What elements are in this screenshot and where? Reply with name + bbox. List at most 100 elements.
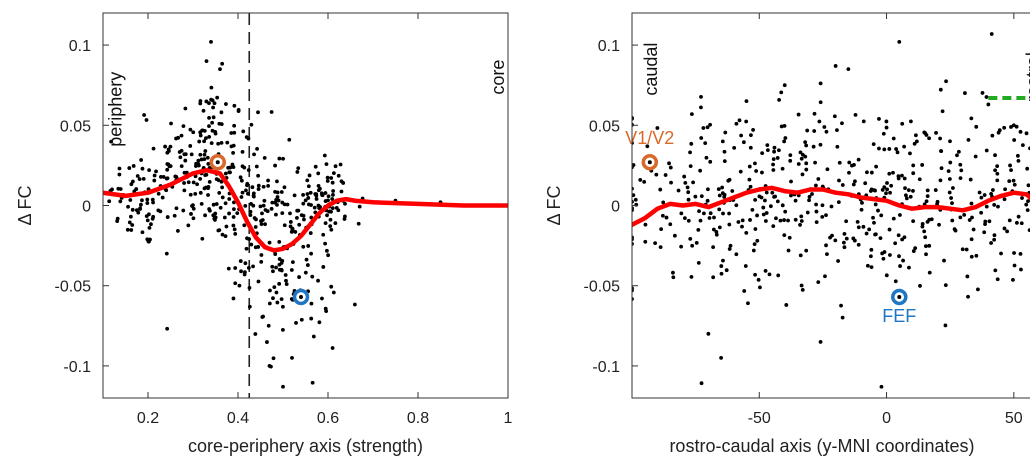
scatter-point <box>711 245 716 249</box>
scatter-point <box>325 175 330 180</box>
scatter-point <box>223 171 228 176</box>
scatter-point <box>216 178 221 182</box>
scatter-point <box>721 258 725 263</box>
scatter-point <box>782 83 787 88</box>
scatter-point <box>992 237 997 242</box>
scatter-point <box>690 243 695 248</box>
scatter-point <box>907 265 911 270</box>
scatter-point <box>209 97 214 102</box>
scatter-point <box>717 193 722 198</box>
scatter-point <box>748 145 753 150</box>
scatter-point <box>878 236 883 241</box>
scatter-point <box>329 176 334 180</box>
scatter-point <box>727 247 732 251</box>
scatter-point <box>290 355 294 360</box>
scatter-point <box>672 233 677 238</box>
scatter-point <box>653 241 658 246</box>
scatter-point <box>995 171 1000 176</box>
scatter-point <box>207 124 211 129</box>
scatter-point <box>129 182 134 187</box>
scatter-point <box>976 287 980 292</box>
scatter-point <box>682 174 687 179</box>
scatter-point <box>246 265 251 270</box>
scatter-point <box>316 203 321 208</box>
scatter-point <box>722 149 727 154</box>
scatter-point <box>206 193 210 197</box>
scatter-point <box>1002 226 1007 231</box>
scatter-point <box>182 181 186 185</box>
scatter-point <box>205 155 210 160</box>
scatter-point <box>206 185 211 189</box>
scatter-point <box>239 195 244 199</box>
scatter-point <box>137 177 142 182</box>
scatter-point <box>333 164 338 169</box>
scatter-point <box>1012 263 1017 268</box>
scatter-point <box>188 192 193 197</box>
scatter-point <box>326 194 331 199</box>
scatter-point <box>758 285 762 290</box>
highlight-v1-v2-center <box>647 160 652 165</box>
scatter-point <box>225 140 230 145</box>
scatter-point <box>323 241 327 246</box>
scatter-point <box>220 61 225 66</box>
scatter-point <box>825 167 830 172</box>
scatter-point <box>888 190 892 195</box>
scatter-point <box>1025 166 1030 171</box>
scatter-point <box>913 246 918 250</box>
scatter-point <box>156 208 161 213</box>
scatter-point <box>749 133 753 138</box>
scatter-point <box>231 296 236 301</box>
scatter-point <box>288 220 293 224</box>
scatter-point <box>775 199 780 204</box>
scatter-point <box>248 209 253 214</box>
scatter-point <box>126 204 130 209</box>
scatter-point <box>204 172 209 177</box>
scatter-point <box>701 211 706 216</box>
scatter-point <box>812 111 817 116</box>
scatter-point <box>686 190 691 195</box>
scatter-point <box>924 199 929 204</box>
scatter-point <box>771 224 776 229</box>
scatter-point <box>117 172 122 177</box>
x-tick-label: -50 <box>748 410 771 427</box>
scatter-point <box>1016 214 1021 219</box>
scatter-point <box>306 184 311 189</box>
scatter-point <box>215 95 220 100</box>
scatter-point <box>855 219 860 224</box>
x-axis-label: rostro-caudal axis (y-MNI coordinates) <box>669 436 974 456</box>
scatter-point <box>865 170 869 175</box>
scatter-point <box>281 384 285 389</box>
scatter-point <box>901 258 905 263</box>
scatter-point <box>237 283 242 288</box>
scatter-point <box>694 240 699 245</box>
scatter-point <box>127 220 132 225</box>
scatter-point <box>128 198 133 202</box>
scatter-point <box>699 105 703 110</box>
scatter-point <box>256 110 260 115</box>
y-tick-label: 0 <box>611 199 620 216</box>
scatter-point <box>245 181 250 186</box>
scatter-point <box>295 215 299 220</box>
scatter-point <box>253 332 258 336</box>
scatter-point <box>699 94 703 99</box>
scatter-point <box>168 144 173 149</box>
scatter-point <box>224 224 229 229</box>
scatter-point <box>871 215 875 220</box>
scatter-point <box>720 139 725 144</box>
scatter-point <box>719 271 724 276</box>
scatter-point <box>244 246 249 251</box>
scatter-point <box>852 238 857 243</box>
scatter-point <box>787 235 792 240</box>
scatter-point <box>166 162 171 167</box>
scatter-point <box>232 200 236 205</box>
scatter-point <box>962 212 967 217</box>
scatter-point <box>717 207 722 212</box>
scatter-point <box>775 156 780 160</box>
scatter-point <box>1002 125 1007 130</box>
scatter-point <box>339 189 344 194</box>
scatter-point <box>282 223 287 228</box>
scatter-point <box>868 254 873 259</box>
scatter-point <box>1015 153 1020 158</box>
scatter-point <box>982 193 987 197</box>
scatter-point <box>814 209 819 214</box>
